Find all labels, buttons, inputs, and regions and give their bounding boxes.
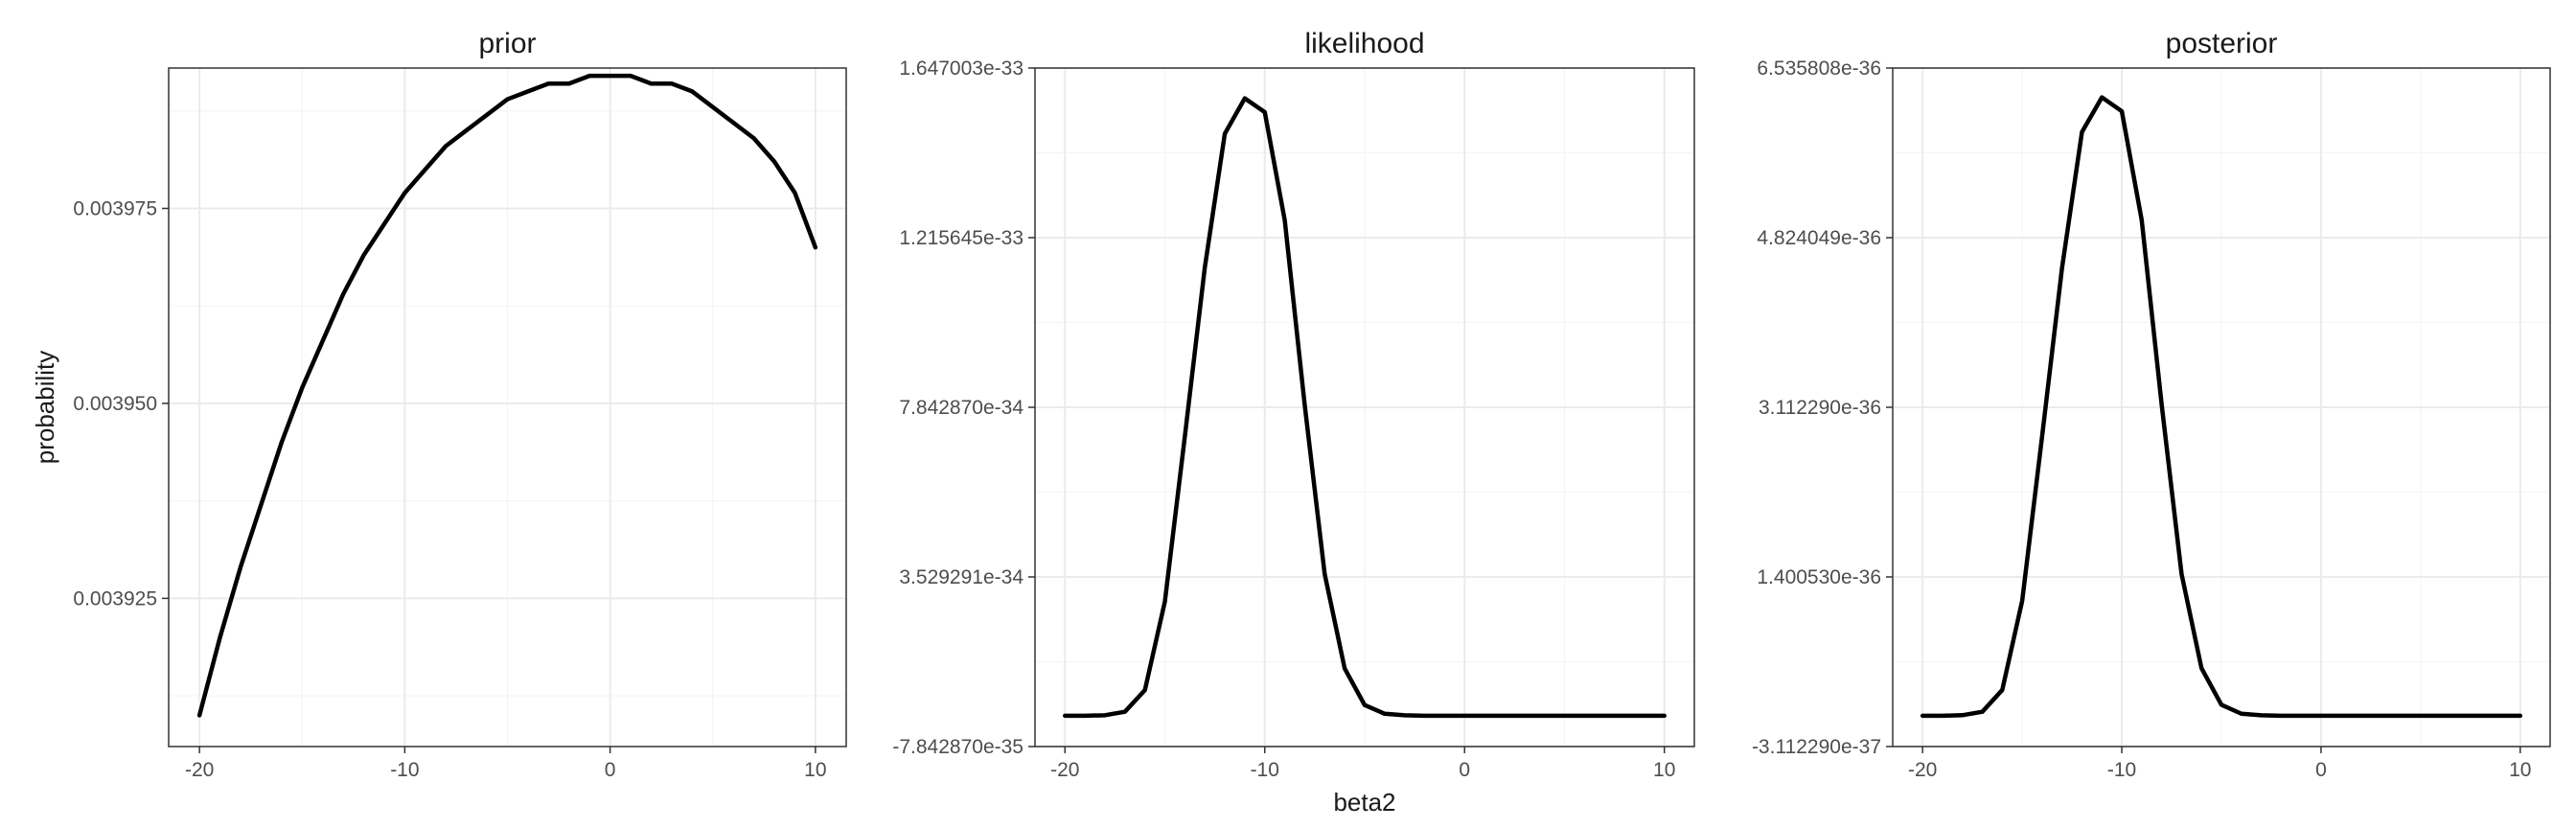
likelihood-density-line (1063, 96, 1667, 719)
posterior-y-tick-label: 1.400530e-36 (1757, 566, 1881, 588)
prior-x-tick-label: -20 (185, 759, 214, 781)
posterior-panel-title: posterior (2166, 28, 2278, 59)
prior-x-tick-label: 10 (804, 759, 826, 781)
x-axis-title: beta2 (1333, 788, 1395, 816)
posterior-y-tick-label: 4.824049e-36 (1757, 227, 1881, 249)
prior-x-tick-label: -10 (390, 759, 419, 781)
likelihood-panel-title: likelihood (1304, 28, 1424, 59)
likelihood-x-tick-label: -10 (1251, 759, 1279, 781)
y-axis-title: probability (31, 351, 59, 465)
likelihood-x-tick-label: 10 (1653, 759, 1675, 781)
posterior-y-tick-label: 6.535808e-36 (1757, 58, 1881, 80)
prior-panel-title: prior (478, 28, 536, 59)
posterior-x-tick-label: -20 (1908, 759, 1937, 781)
likelihood-x-tick-label: -20 (1050, 759, 1079, 781)
likelihood-x-tick-label: 0 (1459, 759, 1470, 781)
prior-x-tick-label: 0 (605, 759, 616, 781)
prior-density-line (196, 73, 818, 718)
likelihood-y-tick-label: 3.529291e-34 (899, 566, 1024, 588)
likelihood-y-tick-label: -7.842870e-35 (892, 736, 1024, 758)
posterior-x-tick-label: 10 (2509, 759, 2531, 781)
prior-panel-border (168, 67, 847, 748)
likelihood-y-tick-label: 7.842870e-34 (899, 397, 1024, 419)
posterior-y-tick-label: 3.112290e-36 (1759, 397, 1881, 419)
posterior-density-line (1920, 95, 2523, 719)
likelihood-y-tick-label: 1.215645e-33 (899, 227, 1024, 249)
prior-y-tick-label: 0.003950 (73, 393, 157, 415)
posterior-x-tick-label: -10 (2107, 759, 2136, 781)
prior-y-tick-label: 0.003975 (73, 197, 157, 219)
posterior-y-tick-label: -3.112290e-37 (1752, 736, 1881, 758)
posterior-x-tick-label: 0 (2315, 759, 2327, 781)
prior-y-tick-label: 0.003925 (73, 587, 157, 610)
likelihood-y-tick-label: 1.647003e-33 (899, 58, 1024, 80)
